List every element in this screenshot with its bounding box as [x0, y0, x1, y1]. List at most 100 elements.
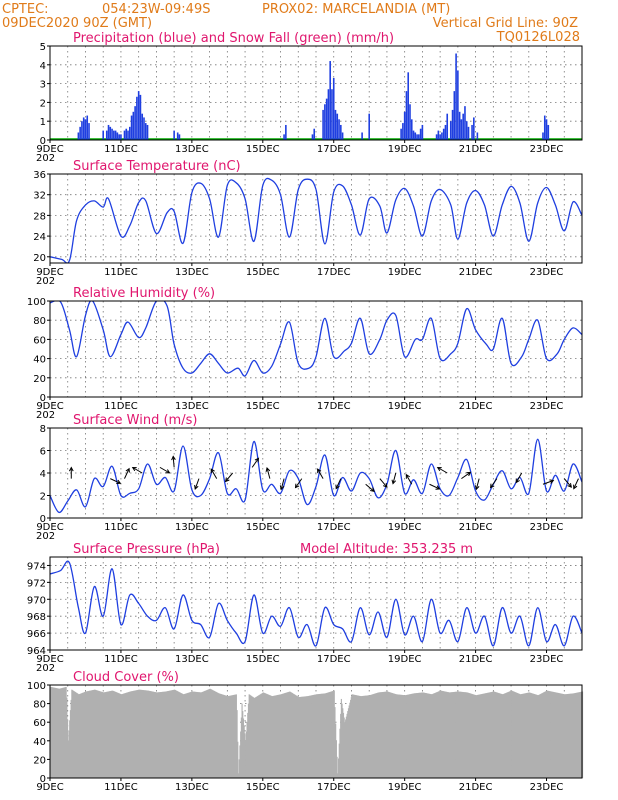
wind-arrow [251, 457, 260, 468]
temperature-x-tick-label: 23DEC [530, 267, 564, 278]
humidity-year-fragment: 202 [36, 410, 55, 421]
precip-bar [457, 70, 459, 140]
cloud-cover-bar [192, 691, 194, 778]
cloud-cover-bar [319, 693, 321, 778]
cloud-cover-bar [278, 694, 280, 778]
wind-arrow-head [68, 466, 74, 472]
cloud-cover-bar [145, 690, 147, 778]
cloud-cover-bar [469, 693, 471, 778]
humidity-y-tick-label: 80 [33, 316, 46, 327]
cloud-cover-bar [79, 693, 81, 778]
humidity-x-tick-label: 13DEC [175, 401, 209, 412]
cloud-cover-bar [184, 693, 186, 778]
cloud-cover-bar [302, 696, 304, 778]
cloud-cover-bar [238, 759, 240, 778]
cloud-cover-bar [383, 691, 385, 778]
cloud-cover-bar [433, 693, 435, 778]
cloud-cover-bar [542, 692, 544, 778]
cloud-cover-bar [335, 740, 337, 778]
cloud-cover-bar [508, 691, 510, 778]
cloud-cover-bar [254, 697, 257, 778]
cloud-cover-bar [110, 690, 112, 778]
cloud-cover-bar [203, 691, 205, 778]
cloud-cover-bar [245, 731, 247, 778]
cloud-cover-bar [230, 695, 232, 778]
temperature-y-tick-label: 32 [33, 191, 46, 202]
cloud-cover-bar [501, 693, 503, 778]
cloud-cover-bar [417, 692, 419, 778]
cloud-cover-bar [355, 695, 357, 778]
cloud-cover-bar [274, 695, 276, 778]
cloud-cover-bar [396, 694, 398, 778]
cloud-cover-bar [452, 692, 454, 778]
precip-bar [416, 134, 418, 140]
cloud-y-tick-label: 100 [27, 681, 46, 692]
cloud-cover-bar [166, 691, 168, 778]
cloud-cover-bar [266, 693, 268, 778]
cloud-cover-bar [561, 693, 563, 778]
cloud-cover-bar [181, 693, 184, 778]
cloud-cover-bar [263, 692, 265, 778]
cloud-cover-bar [382, 691, 384, 778]
pressure-panel: 964 966 968 970 972 974 9DEC 11DEC 13DEC 15DEC 17D… [27, 542, 583, 674]
cloud-cover-bar [172, 690, 174, 778]
precip-bar [341, 132, 344, 140]
cloud-cover-bar [569, 693, 571, 778]
wind-arrow-shaft [379, 478, 388, 488]
cloud-cover-bar [251, 696, 253, 778]
wind-arrow [294, 478, 303, 489]
cloud-y-tick-label: 60 [33, 718, 46, 729]
cloud-x-tick-label: 19DEC [388, 782, 422, 793]
precip-bar [547, 124, 550, 140]
cloud-cover-bar [209, 688, 211, 778]
cloud-cover-bar [213, 690, 215, 778]
wind-arrow-shaft [475, 478, 480, 490]
precip-bar [464, 106, 466, 140]
cloud-cover-bar [578, 692, 580, 778]
cloud-x-tick-label: 15DEC [246, 782, 280, 793]
cloud-cover-bar [198, 692, 201, 778]
cloud-cover-bar [320, 693, 322, 778]
cloud-cover-bar [340, 698, 342, 778]
precip-bar [88, 123, 90, 140]
cloud-cover-bar [547, 690, 549, 778]
cloud-cover-bar [350, 697, 352, 778]
cloud-cover-bar [160, 691, 162, 778]
cloud-cover-bar [430, 694, 432, 778]
wind-arrow-head [165, 469, 171, 474]
cloud-cover-bar [62, 687, 64, 778]
wind-arrow-shaft [194, 478, 200, 490]
precip-bar [107, 124, 110, 140]
cloud-cover-bar [204, 690, 206, 778]
wind-arrow [461, 471, 472, 480]
cloud-cover-bar [296, 696, 298, 778]
cloud-cover-bar [207, 689, 209, 778]
cloud-cover-bar [200, 692, 202, 778]
cloud-cover-bar [421, 692, 423, 778]
cloud-cover-bar [550, 691, 552, 778]
cloud-cover-bar [500, 693, 502, 778]
cloud-cover-bar [56, 688, 58, 778]
cloud-cover-bar [167, 690, 169, 778]
cloud-cover-bar [254, 697, 256, 778]
cloud-cover-bar [335, 723, 337, 778]
cloud-cover-bar [97, 690, 99, 778]
cloud-cover-bar [89, 690, 91, 778]
wind-arrow [490, 478, 498, 489]
cloud-cover-bar [180, 692, 182, 778]
cloud-cover-bar [101, 691, 103, 778]
cloud-cover-bar [215, 692, 218, 778]
cloud-cover-bar [73, 691, 75, 778]
cloud-cover-bar [93, 689, 96, 778]
cloud-cover-bar [511, 690, 513, 778]
wind-arrow-shaft [490, 478, 498, 488]
cloud-cover-bar [372, 694, 374, 778]
cloud-cover-bar [536, 694, 538, 778]
wind-arrow [68, 466, 74, 479]
cloud-cover-bar [433, 693, 435, 778]
cloud-cover-bar [555, 692, 557, 778]
cloud-cover-bar [262, 692, 264, 778]
cloud-cover-bar [477, 694, 479, 778]
cloud-cover-bar [91, 690, 93, 778]
cloud-cover-bar [549, 691, 551, 778]
